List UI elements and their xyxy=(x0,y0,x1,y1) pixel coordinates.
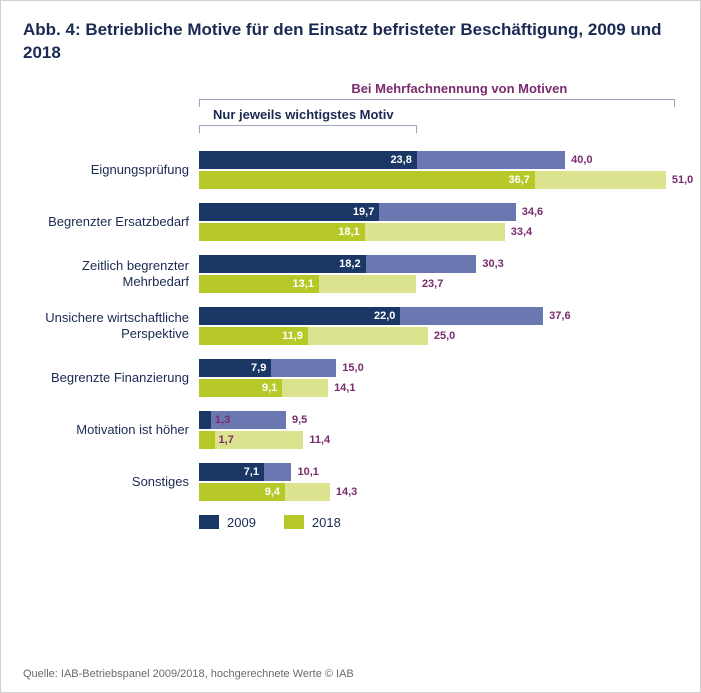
bracket-zone: Bei Mehrfachnennung von Motiven Nur jewe… xyxy=(199,85,674,145)
bar-pair-y2009: 19,7 34,6 xyxy=(199,203,674,221)
value-inner: 7,1 xyxy=(199,463,264,481)
value-outer: 14,1 xyxy=(334,379,355,397)
value-outer: 34,6 xyxy=(522,203,543,221)
value-inner: 13,1 xyxy=(199,275,319,293)
value-outer: 40,0 xyxy=(571,151,592,169)
value-outer: 14,3 xyxy=(336,483,357,501)
value-inner: 1,7 xyxy=(219,431,234,449)
chart-title: Abb. 4: Betriebliche Motive für den Eins… xyxy=(23,19,678,65)
bar-inner xyxy=(199,431,215,449)
value-inner: 7,9 xyxy=(199,359,271,377)
value-outer: 23,7 xyxy=(422,275,443,293)
value-outer: 10,1 xyxy=(297,463,318,481)
category-label: Begrenzte Finanzierung xyxy=(23,370,199,386)
legend-item-2018: 2018 xyxy=(284,515,341,530)
chart-row: Sonstiges7,1 10,1 9,4 14,3 xyxy=(23,463,674,501)
value-outer: 11,4 xyxy=(309,431,330,449)
bar-pair-y2018: 9,4 14,3 xyxy=(199,483,674,501)
value-inner: 23,8 xyxy=(199,151,417,169)
category-label: Begrenzter Ersatzbedarf xyxy=(23,214,199,230)
bar-pair-y2018: 36,751,0 xyxy=(199,171,674,189)
category-label: Eignungsprüfung xyxy=(23,162,199,178)
value-outer: 9,5 xyxy=(292,411,307,429)
value-inner: 36,7 xyxy=(199,171,535,189)
bar-pair-y2009: 22,0 37,6 xyxy=(199,307,674,325)
legend-label-2018: 2018 xyxy=(312,515,341,530)
value-inner: 18,1 xyxy=(199,223,365,241)
value-outer: 51,0 xyxy=(672,171,693,189)
bracket-inner-label: Nur jeweils wichtigstes Motiv xyxy=(213,107,394,122)
value-inner: 19,7 xyxy=(199,203,379,221)
bar-group: 7,9 15,0 9,1 14,1 xyxy=(199,359,674,397)
value-outer: 15,0 xyxy=(342,359,363,377)
bar-pair-y2018: 18,1 33,4 xyxy=(199,223,674,241)
bar-inner xyxy=(199,411,211,429)
legend: 2009 2018 xyxy=(199,515,678,530)
bar-group: 23,8 40,0 36,751,0 xyxy=(199,151,674,189)
chart-row: Eignungsprüfung23,8 40,0 36,751,0 xyxy=(23,151,674,189)
category-label: Zeitlich begrenzter Mehrbedarf xyxy=(23,258,199,289)
value-outer: 33,4 xyxy=(511,223,532,241)
bar-pair-y2009: 7,1 10,1 xyxy=(199,463,674,481)
chart-row: Zeitlich begrenzter Mehrbedarf18,2 30,3 13… xyxy=(23,255,674,293)
bar-group: 7,1 10,1 9,4 14,3 xyxy=(199,463,674,501)
bar-pair-y2018: 1,7 11,4 xyxy=(199,431,674,449)
value-inner: 1,3 xyxy=(215,411,230,429)
category-label: Unsichere wirtschaftliche Perspektive xyxy=(23,310,199,341)
bar-pair-y2009: 1,3 9,5 xyxy=(199,411,674,429)
bar-group: 18,2 30,3 13,1 23,7 xyxy=(199,255,674,293)
value-outer: 30,3 xyxy=(482,255,503,273)
bar-pair-y2018: 9,1 14,1 xyxy=(199,379,674,397)
value-inner: 9,1 xyxy=(199,379,282,397)
value-outer: 37,6 xyxy=(549,307,570,325)
bar-pair-y2009: 7,9 15,0 xyxy=(199,359,674,377)
chart-row: Begrenzte Finanzierung7,9 15,0 9,1 14,1 xyxy=(23,359,674,397)
value-inner: 11,9 xyxy=(199,327,308,345)
bar-group: 1,3 9,5 1,7 11,4 xyxy=(199,411,674,449)
legend-item-2009: 2009 xyxy=(199,515,256,530)
bar-pair-y2009: 23,8 40,0 xyxy=(199,151,674,169)
bar-outer xyxy=(199,411,286,429)
chart-row: Motivation ist höher 1,3 9,5 1,7 11,4 xyxy=(23,411,674,449)
value-inner: 22,0 xyxy=(199,307,400,325)
bar-pair-y2018: 13,1 23,7 xyxy=(199,275,674,293)
category-label: Sonstiges xyxy=(23,474,199,490)
source-line: Quelle: IAB-Betriebspanel 2009/2018, hoc… xyxy=(23,668,354,680)
bar-outer xyxy=(199,431,303,449)
bar-group: 19,7 34,6 18,1 33,4 xyxy=(199,203,674,241)
chart-area: Eignungsprüfung23,8 40,0 36,751,0 Begrenzte… xyxy=(23,151,674,501)
bar-group: 22,0 37,6 11,9 25,0 xyxy=(199,307,674,345)
value-inner: 18,2 xyxy=(199,255,366,273)
chart-row: Unsichere wirtschaftliche Perspektive22,… xyxy=(23,307,674,345)
legend-swatch-2018 xyxy=(284,515,304,529)
bar-pair-y2009: 18,2 30,3 xyxy=(199,255,674,273)
legend-swatch-2009 xyxy=(199,515,219,529)
bar-pair-y2018: 11,9 25,0 xyxy=(199,327,674,345)
category-label: Motivation ist höher xyxy=(23,422,199,438)
chart-row: Begrenzter Ersatzbedarf19,7 34,6 18,1 33,4 xyxy=(23,203,674,241)
legend-label-2009: 2009 xyxy=(227,515,256,530)
value-inner: 9,4 xyxy=(199,483,285,501)
value-outer: 25,0 xyxy=(434,327,455,345)
